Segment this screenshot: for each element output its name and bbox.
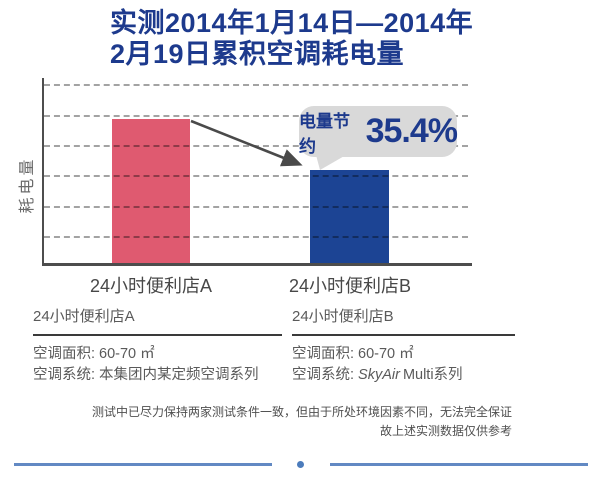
bar-store-a (112, 119, 190, 264)
x-axis-line (42, 263, 472, 266)
store-a-system-label: 空调系统: (33, 367, 96, 383)
page-title-line1: 实测2014年1月14日—2014年 (110, 8, 474, 38)
store-b-system-brand: SkyAir (358, 367, 400, 383)
store-b-area-line: 空调面积: 60-70 ㎡ (292, 344, 515, 365)
page-title: 实测2014年1月14日—2014年 2月19日累积空调耗电量 (110, 8, 580, 70)
disclaimer-line1: 测试中已尽力保持两家测试条件一致，但由于所处环境因素不同，无法完全保证 (91, 405, 512, 419)
store-b-system-suffix: Multi系列 (402, 367, 463, 383)
store-a-divider (33, 334, 282, 336)
store-b-area-label: 空调面积: (292, 346, 355, 362)
store-a-area-label: 空调面积: (33, 346, 96, 362)
footer-separator-right (330, 463, 588, 466)
store-a-name: 24小时便利店A (33, 308, 135, 325)
store-b-system-line: 空调系统: SkyAir Multi系列 (292, 365, 515, 386)
footer-separator-dot (297, 461, 304, 468)
category-label-store-b: 24小时便利店B (288, 276, 412, 296)
savings-callout-value: 35.4% (365, 112, 458, 150)
bar-store-b (310, 170, 389, 264)
store-b-name: 24小时便利店B (292, 308, 394, 325)
gridline (44, 206, 468, 208)
store-b-divider (292, 334, 515, 336)
footer-separator-left (14, 463, 272, 466)
savings-callout: 电量节约 35.4% (299, 106, 458, 170)
disclaimer: 测试中已尽力保持两家测试条件一致，但由于所处环境因素不同，无法完全保证 故上述实… (92, 403, 512, 441)
gridline (44, 115, 468, 117)
y-axis-line (42, 78, 44, 266)
callout-tail (316, 155, 346, 170)
store-b-details: 24小时便利店B 空调面积: 60-70 ㎡ 空调系统: SkyAir Multi系列 (292, 305, 515, 386)
gridline (44, 175, 468, 177)
store-a-area-line: 空调面积: 60-70 ㎡ (33, 344, 282, 365)
store-b-system-label: 空调系统: (292, 367, 355, 383)
category-label-store-a: 24小时便利店A (89, 276, 213, 296)
store-b-area-value: 60-70 ㎡ (358, 346, 414, 362)
store-a-system-line: 空调系统: 本集团内某定频空调系列 (33, 365, 282, 386)
store-a-area-value: 60-70 ㎡ (99, 346, 155, 362)
gridline (44, 84, 468, 86)
store-a-system-value: 本集团内某定频空调系列 (99, 367, 259, 383)
disclaimer-line2: 故上述实测数据仅供参考 (379, 424, 512, 438)
page-title-line2: 2月19日累积空调耗电量 (110, 39, 405, 69)
store-a-details: 24小时便利店A 空调面积: 60-70 ㎡ 空调系统: 本集团内某定频空调系列 (33, 305, 282, 386)
y-axis-label: 耗电量 (19, 156, 36, 214)
savings-callout-label: 电量节约 (299, 111, 350, 156)
gridline (44, 236, 468, 238)
